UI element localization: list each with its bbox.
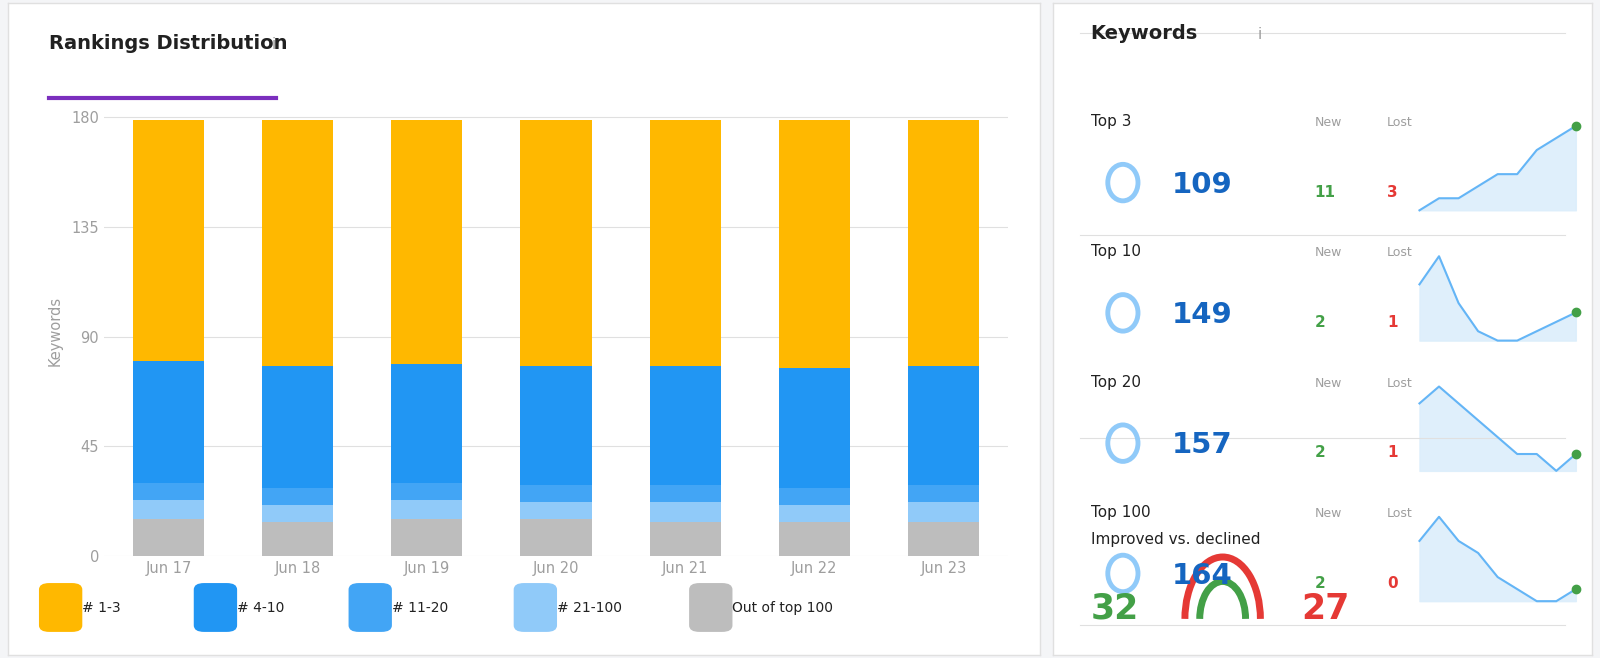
Text: Lost: Lost bbox=[1387, 376, 1413, 390]
Bar bbox=[262, 120, 333, 366]
Bar bbox=[392, 519, 462, 556]
Text: 157: 157 bbox=[1171, 432, 1232, 459]
Text: # 11-20: # 11-20 bbox=[392, 601, 448, 615]
Text: Improved vs. declined: Improved vs. declined bbox=[1091, 532, 1261, 547]
Bar bbox=[907, 503, 979, 522]
Text: Top 10: Top 10 bbox=[1091, 244, 1141, 259]
Bar bbox=[133, 361, 205, 483]
FancyBboxPatch shape bbox=[690, 583, 733, 632]
Bar bbox=[907, 522, 979, 556]
Bar bbox=[520, 120, 592, 366]
Bar bbox=[520, 519, 592, 556]
FancyBboxPatch shape bbox=[38, 583, 82, 632]
Bar bbox=[907, 366, 979, 486]
Text: 149: 149 bbox=[1171, 301, 1232, 329]
Bar bbox=[779, 505, 850, 522]
Bar bbox=[262, 366, 333, 488]
Y-axis label: Keywords: Keywords bbox=[48, 295, 62, 366]
Bar bbox=[262, 488, 333, 505]
Text: Rankings Distribution: Rankings Distribution bbox=[50, 34, 288, 53]
FancyBboxPatch shape bbox=[514, 583, 557, 632]
Text: Lost: Lost bbox=[1387, 507, 1413, 520]
Bar bbox=[779, 522, 850, 556]
Bar bbox=[907, 486, 979, 503]
Text: New: New bbox=[1314, 246, 1342, 259]
Text: 2: 2 bbox=[1314, 576, 1325, 591]
Bar bbox=[650, 486, 720, 503]
Text: 1: 1 bbox=[1387, 445, 1398, 461]
Text: 11: 11 bbox=[1314, 185, 1336, 200]
Text: # 21-100: # 21-100 bbox=[557, 601, 622, 615]
Bar bbox=[262, 522, 333, 556]
Text: # 4-10: # 4-10 bbox=[237, 601, 285, 615]
Text: 32: 32 bbox=[1091, 592, 1139, 626]
Text: Out of top 100: Out of top 100 bbox=[733, 601, 834, 615]
Text: New: New bbox=[1314, 116, 1342, 129]
Bar bbox=[392, 120, 462, 363]
Text: New: New bbox=[1314, 507, 1342, 520]
Bar bbox=[779, 120, 850, 368]
Bar bbox=[520, 503, 592, 519]
Bar bbox=[133, 483, 205, 500]
Bar bbox=[779, 488, 850, 505]
Bar bbox=[133, 519, 205, 556]
Text: i: i bbox=[1258, 27, 1262, 42]
Bar bbox=[907, 120, 979, 366]
Text: Lost: Lost bbox=[1387, 116, 1413, 129]
Text: i: i bbox=[270, 37, 275, 52]
Text: 2: 2 bbox=[1314, 445, 1325, 461]
Text: Top 100: Top 100 bbox=[1091, 505, 1150, 520]
Text: Top 20: Top 20 bbox=[1091, 374, 1141, 390]
Text: 1: 1 bbox=[1387, 315, 1398, 330]
Text: Top 3: Top 3 bbox=[1091, 114, 1131, 129]
Bar bbox=[779, 368, 850, 488]
FancyBboxPatch shape bbox=[349, 583, 392, 632]
Bar bbox=[133, 500, 205, 519]
Bar bbox=[650, 366, 720, 486]
Bar bbox=[392, 483, 462, 500]
Text: 164: 164 bbox=[1171, 562, 1232, 590]
Bar bbox=[520, 486, 592, 503]
Text: 0: 0 bbox=[1387, 576, 1398, 591]
Text: 109: 109 bbox=[1171, 171, 1232, 199]
Text: # 1-3: # 1-3 bbox=[82, 601, 122, 615]
Bar bbox=[133, 120, 205, 361]
Bar bbox=[392, 363, 462, 483]
Bar bbox=[520, 366, 592, 486]
Text: 3: 3 bbox=[1387, 185, 1398, 200]
FancyBboxPatch shape bbox=[194, 583, 237, 632]
Bar bbox=[392, 500, 462, 519]
Text: Lost: Lost bbox=[1387, 246, 1413, 259]
Bar bbox=[650, 522, 720, 556]
Bar bbox=[262, 505, 333, 522]
Text: New: New bbox=[1314, 376, 1342, 390]
Text: 2: 2 bbox=[1314, 315, 1325, 330]
Text: 27: 27 bbox=[1301, 592, 1349, 626]
Bar bbox=[650, 503, 720, 522]
Bar bbox=[650, 120, 720, 366]
Text: Keywords: Keywords bbox=[1091, 24, 1198, 43]
